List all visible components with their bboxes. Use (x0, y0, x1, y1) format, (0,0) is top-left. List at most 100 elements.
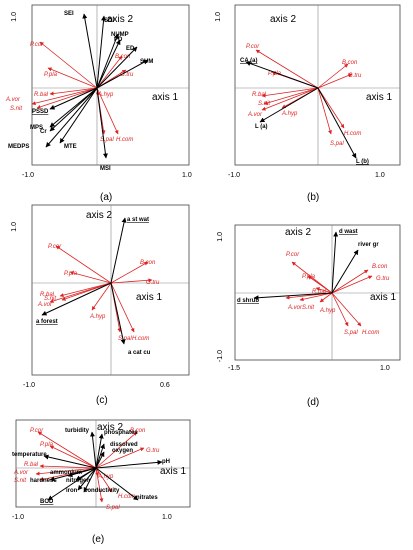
variable-label-msi: MSI (100, 166, 111, 172)
species-label-p-pla: P.pla (40, 442, 54, 448)
axis-1-label: axis 1 (136, 292, 163, 303)
species-vector-a-vor (49, 282, 112, 303)
species-vector-h-com (317, 87, 345, 129)
species-vector-p-cor (39, 41, 98, 89)
panel-frame (234, 4, 401, 166)
tick-label-right: 1.0 (182, 172, 192, 179)
variable-vector-iron (77, 467, 97, 491)
variable-label-ph: pH (162, 459, 170, 465)
species-label-a-vor: A.vor (37, 302, 53, 308)
species-label-b-con: B.con (140, 260, 156, 266)
species-vector-g-tru (331, 275, 373, 294)
variable-label-mte: MTE (64, 144, 77, 150)
variable-vector-pd (96, 39, 121, 89)
variable-vector-river-gr (331, 249, 359, 294)
species-vector-b-con (317, 63, 349, 89)
axis-2-label: axis 2 (285, 227, 312, 238)
species-vector-b-con (95, 431, 138, 469)
panel-b: axis 2 axis 1 -1.0 1.0 1.0 P.cor P.pla B.con G.t… (215, 4, 401, 203)
species-label-s-pal: S.pal (100, 137, 114, 143)
species-vector-a-vor (261, 87, 319, 111)
variable-label-medps: MEDPS (8, 144, 29, 150)
species-vector-g-tru (95, 447, 145, 469)
tick-label-top: 1.0 (11, 222, 18, 232)
variable-label-ca-a: CA (a) (240, 58, 257, 64)
panel-caption: (b) (307, 192, 319, 203)
species-label-s-nit: S.nit (44, 296, 56, 302)
axis-1-label: axis 1 (152, 92, 179, 103)
species-vector-h-com (95, 467, 113, 493)
tick-label-right: 0.6 (160, 382, 170, 389)
species-label-s-nit: S.nit (14, 478, 26, 484)
tick-label-left: -1.0 (228, 172, 240, 179)
tick-label-right: 1.0 (375, 172, 385, 179)
species-vector-s-nit (263, 87, 319, 105)
variable-label-turbidity: turbidity (65, 428, 90, 434)
variable-label-river-gr: river gr (358, 242, 379, 248)
species-label-h-com: H.com (116, 137, 133, 143)
variable-vector-a-st-wat (110, 217, 127, 284)
species-vector-r-bal (49, 87, 98, 96)
species-label-s-pal: S.pal (344, 330, 358, 336)
variable-vector-bod (47, 467, 97, 501)
panel-frame (31, 4, 190, 166)
variable-label-bod: BOD (40, 499, 54, 505)
species-label-s-nit: S.nit (10, 106, 22, 112)
species-vector-p-pla (49, 445, 97, 469)
variable-vector-a-forest (41, 282, 112, 316)
panel-caption: (d) (307, 397, 319, 408)
species-label-g-tru: G.tru (376, 276, 390, 282)
species-label-s-pal: S.pal (118, 336, 132, 342)
variable-label-l-b: L (b) (356, 159, 369, 165)
species-label-p-pla: P.pla (302, 274, 316, 280)
species-label-b-con: B.con (372, 264, 388, 270)
variable-label-a-st-wat: a st wat (127, 217, 149, 223)
species-vector-a-hyp (91, 282, 112, 311)
variable-vector-turbidity (90, 431, 97, 469)
species-vector-h-com (96, 87, 119, 135)
variable-vector-oxygen (95, 451, 105, 469)
species-label-b-con: B.con (342, 60, 358, 66)
variable-label-iron: iron (66, 488, 78, 494)
variable-label-nump: NUMP (111, 32, 129, 38)
species-vector-s-nit (299, 292, 333, 302)
axis-2-label: axis 2 (107, 14, 134, 25)
species-label-a-vor: A.vor (247, 112, 263, 118)
variable-vector-a-cat-cu (110, 282, 126, 345)
species-label-s-pal: S.pal (330, 141, 344, 147)
species-vector-r-bal (315, 287, 333, 294)
species-label-s-nit: S.nit (302, 305, 314, 311)
axis-1-label: axis 1 (160, 466, 187, 477)
species-vector-p-cor (37, 431, 97, 469)
panel-frame (15, 419, 191, 508)
variable-label-a-forest: a forest (36, 319, 58, 325)
variable-vector-mte (59, 87, 98, 144)
variable-label-pd: PD (114, 37, 123, 43)
species-label-a-vor: A.vor (5, 97, 21, 103)
variable-label-nitrates: nitrates (136, 495, 158, 501)
variable-label-d-shrub: d shrub (237, 298, 259, 304)
species-label-a-hyp: A.hyp (281, 111, 298, 117)
variable-vector-l-b (317, 87, 357, 159)
variable-vector-pssd (49, 87, 98, 110)
panel-e: axis 2 axis 1 -1.0 1.0 P.cor P.pla B.con G.tru R… (12, 419, 191, 545)
variable-vector-nitrates (95, 467, 139, 501)
species-label-a-hyp: A.hyp (89, 314, 106, 320)
species-label-h-com: H.com (362, 330, 379, 336)
tick-label-left: -1.0 (12, 514, 24, 521)
species-label-g-tru: G.tru (120, 72, 134, 78)
variable-label-mps: MPS (30, 125, 43, 131)
variable-vector-sei (82, 13, 98, 89)
variable-label-ammonium: ammonium (50, 470, 82, 476)
variable-label-oxygen: oxygen (112, 448, 133, 454)
variable-label-sei: SEI (64, 11, 74, 17)
species-vector-r-bal (59, 282, 112, 298)
tick-label-left: -1.5 (228, 365, 240, 372)
variable-label-d-wast: d wast (339, 229, 358, 235)
panel-d: axis 2 axis 1 -1.5 1.0 1.0 -1.0 P.cor P.pla B.co… (217, 224, 401, 408)
species-vector-p-cor (55, 245, 112, 284)
species-label-p-cor: P.cor (286, 252, 300, 258)
panel-frame (31, 204, 190, 376)
species-label-a-hyp: A.hyp (97, 474, 114, 480)
